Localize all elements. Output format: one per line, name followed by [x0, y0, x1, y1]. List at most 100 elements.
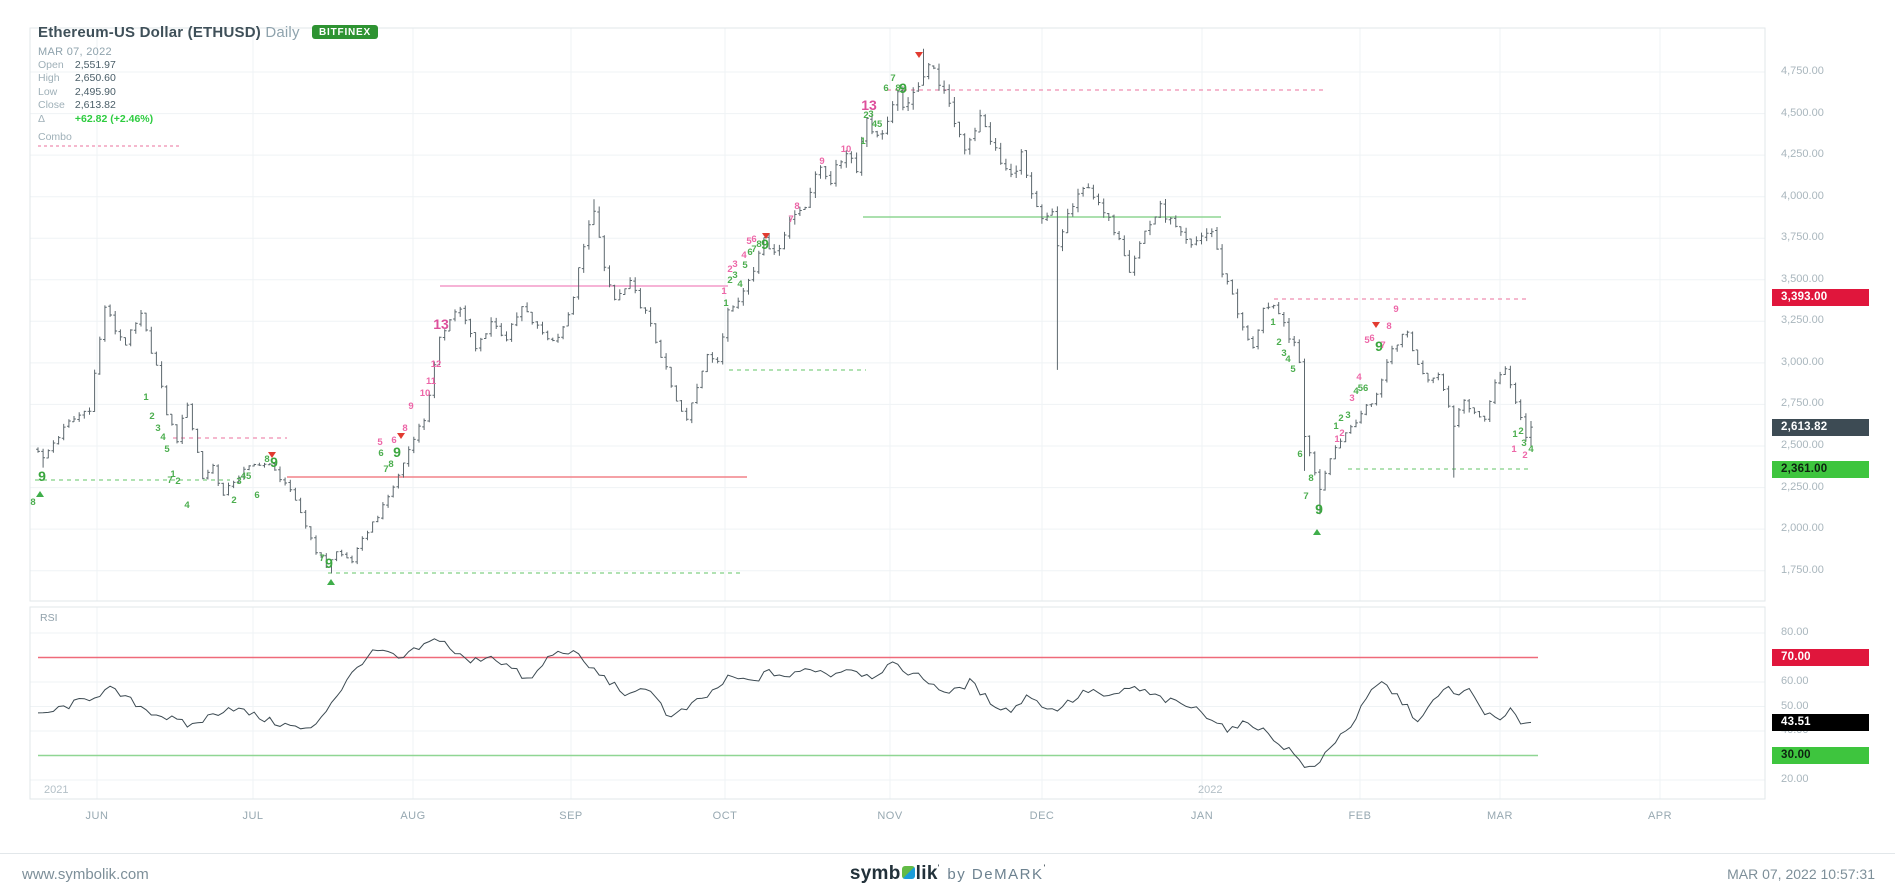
td-setup-count-number: 1 — [1334, 434, 1340, 445]
td-setup-count-number: 12 — [431, 359, 442, 370]
td-buy-arrow-icon — [36, 491, 44, 497]
td-countdown-completion-number: 9 — [270, 454, 278, 470]
td-setup-count-number: 7 — [788, 214, 793, 225]
td-sell-arrow-icon — [268, 452, 276, 458]
td-setup-count-number: 8 — [402, 423, 407, 434]
open-row: Open 2,551.97 — [38, 59, 378, 71]
price-axis-tick: 4,750.00 — [1781, 65, 1824, 77]
change-value: +62.82 (+2.46%) — [74, 112, 154, 125]
td-setup-count-number: 1 — [1333, 421, 1339, 432]
td-countdown-completion-number: 9 — [38, 468, 46, 484]
td-setup-count-number: 45 — [872, 119, 883, 130]
month-axis-label[interactable]: JAN — [1190, 810, 1214, 822]
td-countdown-completion-number: 13 — [861, 97, 877, 113]
td-setup-count-number: 1 — [721, 286, 727, 297]
high-row: High 2,650.60 — [38, 72, 378, 84]
td-setup-count-number: 3 — [732, 270, 737, 281]
price-axis-badge-buy-risk-level: 2,361.00 — [1772, 461, 1869, 478]
price-axis-tick: 2,750.00 — [1781, 397, 1824, 409]
low-value: 2,495.90 — [74, 85, 116, 98]
td-setup-count-number: 11 — [426, 376, 437, 387]
td-setup-count-number: 8 — [756, 239, 761, 250]
site-link[interactable]: www.symbolik.com — [22, 866, 149, 883]
td-setup-count-number: 3 — [732, 259, 737, 270]
gridlines — [30, 28, 1765, 799]
td-setup-count-number: 4 — [160, 432, 166, 443]
logo-text-pre: symb — [849, 863, 901, 884]
month-axis-label[interactable]: NOV — [877, 810, 903, 822]
td-setup-count-number: 2 — [149, 411, 154, 422]
logo-trademark: ' — [937, 863, 940, 873]
td-sell-arrow-icon — [762, 233, 770, 239]
price-axis-tick: 2,000.00 — [1781, 522, 1824, 534]
rsi-line — [37, 638, 1532, 768]
td-sell-arrow-icon — [1372, 322, 1380, 328]
price-axis-tick: 3,750.00 — [1781, 231, 1824, 243]
td-countdown-completion-number: 9 — [1315, 501, 1323, 517]
td-setup-count-number: 6 — [391, 435, 396, 446]
td-setup-count-number: 2 — [1338, 413, 1343, 424]
timeframe-label[interactable]: Daily — [265, 24, 300, 41]
td-setup-count-number: 8 — [388, 459, 393, 470]
td-setup-count-number: 9 — [408, 401, 413, 412]
month-axis-label[interactable]: MAR — [1487, 810, 1513, 822]
td-setup-count-number: 1 — [860, 136, 866, 147]
td-setup-count-number: 7 — [751, 244, 756, 255]
ohlc-bars[interactable] — [36, 48, 1533, 574]
td-setup-count-number: 2 — [231, 495, 236, 506]
year-axis-label: 2021 — [44, 784, 69, 796]
td-setup-count-number: 4 — [741, 250, 747, 261]
td-setup-count-number: 6 — [378, 448, 383, 459]
rsi-indicator-label[interactable]: RSI — [40, 612, 58, 624]
td-sell-arrow-icon — [915, 52, 923, 58]
delta-icon: Δ — [38, 112, 46, 125]
td-setup-count-number: 2 — [1276, 337, 1281, 348]
month-axis-label[interactable]: FEB — [1348, 810, 1372, 822]
td-setup-count-number: 3 — [155, 423, 160, 434]
demark-trademark: ' — [1043, 863, 1046, 873]
td-setup-count-number: 8 — [1308, 473, 1313, 484]
month-axis-label[interactable]: APR — [1647, 810, 1673, 822]
td-countdown-completion-number: 9 — [761, 236, 769, 252]
td-setup-count-number: 5 — [1290, 364, 1296, 375]
td-setup-count-number: 7 — [319, 553, 324, 564]
price-axis-badge-last-price: 2,613.82 — [1772, 419, 1869, 436]
price-axis-tick: 2,500.00 — [1781, 439, 1824, 451]
td-setup-count-number: 2 — [1522, 450, 1527, 461]
price-axis-tick: 3,500.00 — [1781, 273, 1824, 285]
month-axis-label[interactable]: DEC — [1029, 810, 1055, 822]
td-setup-count-number: 1 — [143, 392, 149, 403]
td-setup-count-number: 1 — [723, 298, 729, 309]
month-axis-label[interactable]: JUN — [85, 810, 109, 822]
td-setup-count-number: 10 — [420, 388, 431, 399]
td-setup-count-number: 7 — [1380, 340, 1385, 351]
month-axis-label[interactable]: OCT — [712, 810, 738, 822]
open-label: Open — [38, 59, 64, 71]
td-setup-count-number: 4 — [1353, 386, 1359, 397]
td-setup-count-number: 5 — [164, 444, 170, 455]
month-axis-label[interactable]: AUG — [400, 810, 426, 822]
td-setup-count-number: 45 — [241, 471, 252, 482]
rsi-axis-badge-rsi-overbought: 70.00 — [1772, 649, 1869, 666]
logo-by-demark: by DeMARK — [947, 866, 1044, 883]
open-value: 2,551.97 — [74, 59, 116, 71]
td-setup-count-number: 6 — [1297, 449, 1302, 460]
td-setup-count-number: 4 — [737, 279, 743, 290]
td-countdown-completion-number: 9 — [1375, 338, 1383, 354]
td-setup-count-number: 8 — [794, 201, 799, 212]
td-buy-arrow-icon — [327, 579, 335, 585]
month-axis-label[interactable]: SEP — [559, 810, 583, 822]
rsi-axis-badge-rsi-oversold: 30.00 — [1772, 747, 1869, 764]
price-axis-tick: 4,000.00 — [1781, 190, 1824, 202]
month-axis-label[interactable]: JUL — [242, 810, 264, 822]
td-setup-count-number: 3 — [236, 476, 241, 487]
td-setup-count-number: 5 — [742, 260, 748, 271]
td-setup-count-number: 2 — [863, 110, 868, 121]
td-setup-count-number: 7 — [167, 475, 172, 486]
td-countdown-completion-number: 9 — [393, 444, 401, 460]
td-countdown-completion-number: 9 — [899, 80, 907, 96]
td-setup-count-number: 6 — [751, 234, 756, 245]
combo-indicator-label[interactable]: Combo — [38, 131, 72, 144]
